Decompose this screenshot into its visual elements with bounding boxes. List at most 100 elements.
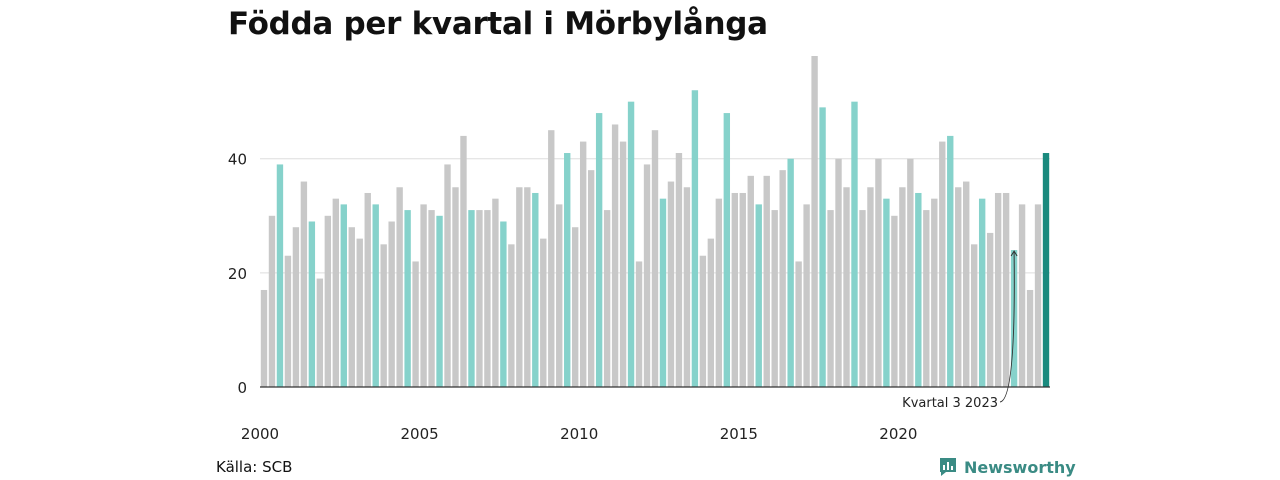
bar	[955, 187, 962, 387]
bar	[731, 192, 738, 387]
bar	[611, 124, 619, 387]
annotation-label: Kvartal 3 2023	[902, 396, 998, 411]
bar	[548, 130, 555, 387]
bar	[284, 255, 292, 387]
bar	[978, 198, 986, 387]
bar	[532, 192, 539, 387]
y-tick-label: 20	[228, 265, 247, 283]
bar	[316, 278, 324, 387]
bar	[356, 238, 363, 387]
bar	[348, 227, 355, 387]
bar	[268, 215, 276, 387]
bar	[444, 164, 451, 387]
bar	[603, 210, 611, 387]
bar	[627, 101, 635, 387]
annotation-arrow	[999, 252, 1015, 403]
x-tick-label: 2015	[720, 425, 758, 443]
bar	[707, 238, 715, 387]
bar	[683, 187, 691, 387]
bar-chart: 0 20 40 2000 2005 2010 2015 2020 Kvartal 3 2023	[228, 56, 1050, 443]
bar	[787, 158, 794, 387]
bar	[971, 244, 978, 387]
bar	[803, 204, 810, 387]
source-label: Källa: SCB	[216, 458, 293, 476]
bar	[843, 187, 850, 387]
bar	[380, 244, 387, 387]
bar	[372, 204, 379, 387]
bar	[779, 170, 786, 387]
bar	[875, 158, 882, 387]
bar	[308, 221, 316, 387]
bar	[675, 153, 683, 387]
bar	[460, 135, 467, 387]
bar	[651, 130, 659, 387]
bar	[835, 158, 842, 387]
bar	[516, 187, 523, 387]
bar	[715, 198, 723, 387]
bar	[595, 113, 603, 387]
x-tick-label: 2020	[879, 425, 917, 443]
bar	[827, 210, 834, 387]
bar	[420, 204, 427, 387]
bar	[811, 56, 818, 387]
bar	[994, 192, 1002, 387]
bar	[340, 204, 347, 387]
bar	[260, 289, 268, 387]
bar	[436, 215, 443, 387]
bar	[492, 198, 499, 387]
axes: 0 20 40 2000 2005 2010 2015 2020	[228, 151, 1050, 443]
bar	[276, 164, 284, 387]
bar	[1002, 192, 1010, 387]
bar	[500, 221, 507, 387]
bar	[699, 255, 707, 387]
bar	[324, 215, 332, 387]
y-tick-label: 0	[237, 379, 247, 397]
bars	[260, 56, 1050, 388]
bar	[859, 210, 866, 387]
bar	[468, 210, 475, 387]
bar	[691, 90, 699, 388]
bar	[643, 164, 651, 387]
chart-title: Födda per kvartal i Mörbylånga	[228, 6, 768, 42]
bar	[619, 141, 627, 387]
bar	[867, 187, 874, 387]
x-tick-label: 2010	[560, 425, 598, 443]
bar	[396, 187, 403, 387]
bar	[556, 204, 563, 387]
brand-name: Newsworthy	[964, 457, 1076, 477]
newsworthy-logo-icon	[940, 458, 956, 476]
bar	[963, 181, 970, 387]
bar	[883, 198, 890, 387]
bar	[986, 232, 994, 387]
bar	[635, 261, 643, 387]
bar	[587, 170, 595, 387]
bar	[795, 261, 802, 387]
annotation: Kvartal 3 2023	[902, 250, 1018, 411]
bar	[452, 187, 459, 387]
bar	[484, 210, 491, 387]
bar	[939, 141, 946, 387]
bar	[763, 175, 770, 387]
bar	[412, 261, 419, 387]
bar	[579, 141, 587, 387]
bar	[915, 192, 922, 387]
bar	[428, 210, 435, 387]
bar	[931, 198, 938, 387]
bar	[364, 192, 371, 387]
bar	[404, 210, 411, 387]
x-tick-label: 2000	[241, 425, 279, 443]
bar	[388, 221, 395, 387]
bar	[747, 175, 754, 387]
bar	[540, 238, 547, 387]
bar	[564, 153, 571, 387]
bar	[572, 227, 579, 387]
bar	[1026, 289, 1034, 387]
bar	[508, 244, 515, 387]
bar	[947, 135, 954, 387]
x-tick-label: 2005	[401, 425, 439, 443]
bar	[739, 192, 746, 387]
bar	[899, 187, 906, 387]
bar	[1034, 204, 1042, 387]
bar	[476, 210, 483, 387]
annotation-arrowhead	[1010, 250, 1018, 257]
